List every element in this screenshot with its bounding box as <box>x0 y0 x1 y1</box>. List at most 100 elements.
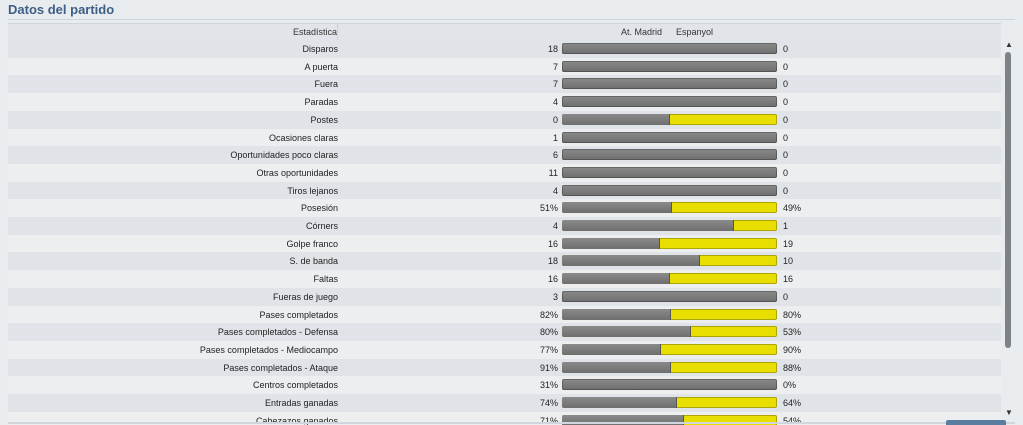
stat-row: Oportunidades poco claras 6 0 <box>8 146 1001 165</box>
stat-row: Centros completados 31% 0% <box>8 376 1001 395</box>
team1-value: 51% <box>539 203 558 214</box>
stat-row: A puerta 7 0 <box>8 57 1001 76</box>
team1-value: 16 <box>547 274 558 285</box>
stat-label: Disparos <box>302 44 338 54</box>
team1-value: 7 <box>552 61 558 72</box>
stat-row: Fueras de juego 3 0 <box>8 287 1001 306</box>
stat-label: Otras oportunidades <box>256 167 338 178</box>
stat-label: Pases completados <box>259 309 338 320</box>
team2-value: 0 <box>783 291 789 302</box>
comparison-bar <box>562 202 777 214</box>
stat-row: Pases completados 82% 80% <box>8 305 1001 324</box>
team2-value: 0 <box>783 150 789 161</box>
team1-value: 16 <box>547 238 558 249</box>
stat-label: Fuera <box>314 79 338 90</box>
team1-value: 18 <box>547 44 558 54</box>
stat-row: Fuera 7 0 <box>8 75 1001 94</box>
team1-value: 18 <box>547 256 558 267</box>
team1-bar-fill <box>562 397 678 408</box>
team1-bar-fill <box>562 343 662 355</box>
comparison-bar <box>562 343 777 355</box>
comparison-bar <box>562 273 777 285</box>
team2-value: 90% <box>783 344 802 355</box>
team2-value: 0% <box>783 380 797 391</box>
team1-bar-fill <box>562 308 671 320</box>
comparison-bar <box>562 149 777 161</box>
team1-value: 82% <box>539 309 558 320</box>
comparison-bar <box>562 255 777 267</box>
header-team2[interactable]: Espanyol <box>676 27 714 37</box>
team1-bar-fill <box>562 361 672 373</box>
stat-row: Otras oportunidades 11 0 <box>8 163 1001 182</box>
stat-label: Entradas ganadas <box>264 398 338 408</box>
scrollbar-thumb[interactable] <box>1005 52 1011 348</box>
stat-row: Pases completados - Ataque 91% 88% <box>8 358 1001 377</box>
stat-label: Paradas <box>304 97 338 108</box>
stat-label: Fueras de juego <box>272 291 338 302</box>
comparison-bar <box>562 184 777 196</box>
team1-bar-fill <box>562 202 672 214</box>
team1-value: 31% <box>539 380 558 391</box>
comparison-bar <box>562 96 777 108</box>
team1-value: 74% <box>539 398 558 408</box>
comparison-bar <box>562 290 777 302</box>
header-team1[interactable]: At. Madrid <box>621 27 663 37</box>
comparison-bar <box>562 43 777 54</box>
stat-row: Entradas ganadas 74% 64% <box>8 394 1001 412</box>
comparison-bar <box>562 308 777 320</box>
scrollbar[interactable]: ▲ ▼ <box>1003 40 1015 425</box>
stat-row: Córners 4 1 <box>8 217 1001 235</box>
team1-value: 71% <box>539 415 558 425</box>
team2-value: 10 <box>783 256 794 267</box>
comparison-bar <box>562 220 777 231</box>
stat-row: Postes 0 0 <box>8 110 1001 129</box>
team2-value: 0 <box>783 79 789 90</box>
comparison-bar <box>562 326 777 338</box>
comparison-bar <box>562 414 777 425</box>
stat-label: Pases completados - Defensa <box>217 327 338 338</box>
stat-row: Tiros lejanos 4 0 <box>8 181 1001 200</box>
team2-value: 54% <box>783 415 802 425</box>
comparison-bar <box>562 361 777 373</box>
stat-row: Pases completados - Defensa 80% 53% <box>8 323 1001 342</box>
team1-bar-fill <box>562 220 734 231</box>
team1-value: 7 <box>552 79 558 90</box>
team2-value: 53% <box>783 327 802 338</box>
team1-value: 6 <box>552 150 558 161</box>
team1-value: 91% <box>539 362 558 373</box>
team1-bar-fill <box>562 326 692 338</box>
bottom-button[interactable] <box>946 420 1006 425</box>
stat-label: Córners <box>305 221 338 231</box>
scroll-up-arrow-icon[interactable]: ▲ <box>1005 40 1013 49</box>
stat-row: Ocasiones claras 1 0 <box>8 128 1001 147</box>
stats-list: Disparos 18 0 A puerta 7 0 Fuera 7 0 Paradas 4 0 Pos… <box>8 40 1001 425</box>
table-header: Estadística At. Madrid Espanyol <box>8 23 1001 41</box>
stat-label: A puerta <box>304 61 338 72</box>
team2-value: 64% <box>783 398 802 408</box>
team1-bar-fill <box>562 273 670 285</box>
title-divider <box>8 19 1015 20</box>
stat-row: Posesión 51% 49% <box>8 199 1001 218</box>
team2-value: 0 <box>783 61 789 72</box>
team1-value: 3 <box>552 291 558 302</box>
comparison-bar <box>562 397 777 408</box>
team2-value: 0 <box>783 185 789 196</box>
team1-value: 4 <box>552 97 558 108</box>
stat-label: Tiros lejanos <box>287 185 338 196</box>
team1-value: 4 <box>552 185 558 196</box>
team2-value: 0 <box>783 167 789 178</box>
bottom-divider <box>8 422 1015 424</box>
team1-value: 80% <box>539 327 558 338</box>
team2-value: 0 <box>783 97 789 108</box>
team1-value: 4 <box>552 221 558 231</box>
header-stat-label[interactable]: Estadística <box>8 24 338 40</box>
comparison-bar <box>562 78 777 90</box>
team2-value: 88% <box>783 362 802 373</box>
scroll-down-arrow-icon[interactable]: ▼ <box>1005 408 1013 417</box>
stat-label: Postes <box>310 114 338 125</box>
stat-label: Oportunidades poco claras <box>230 150 338 161</box>
team2-value: 0 <box>783 114 789 125</box>
stat-row: Cabezazos ganados 71% 54% <box>8 411 1001 425</box>
comparison-bar <box>562 131 777 143</box>
team1-value: 1 <box>552 132 558 143</box>
